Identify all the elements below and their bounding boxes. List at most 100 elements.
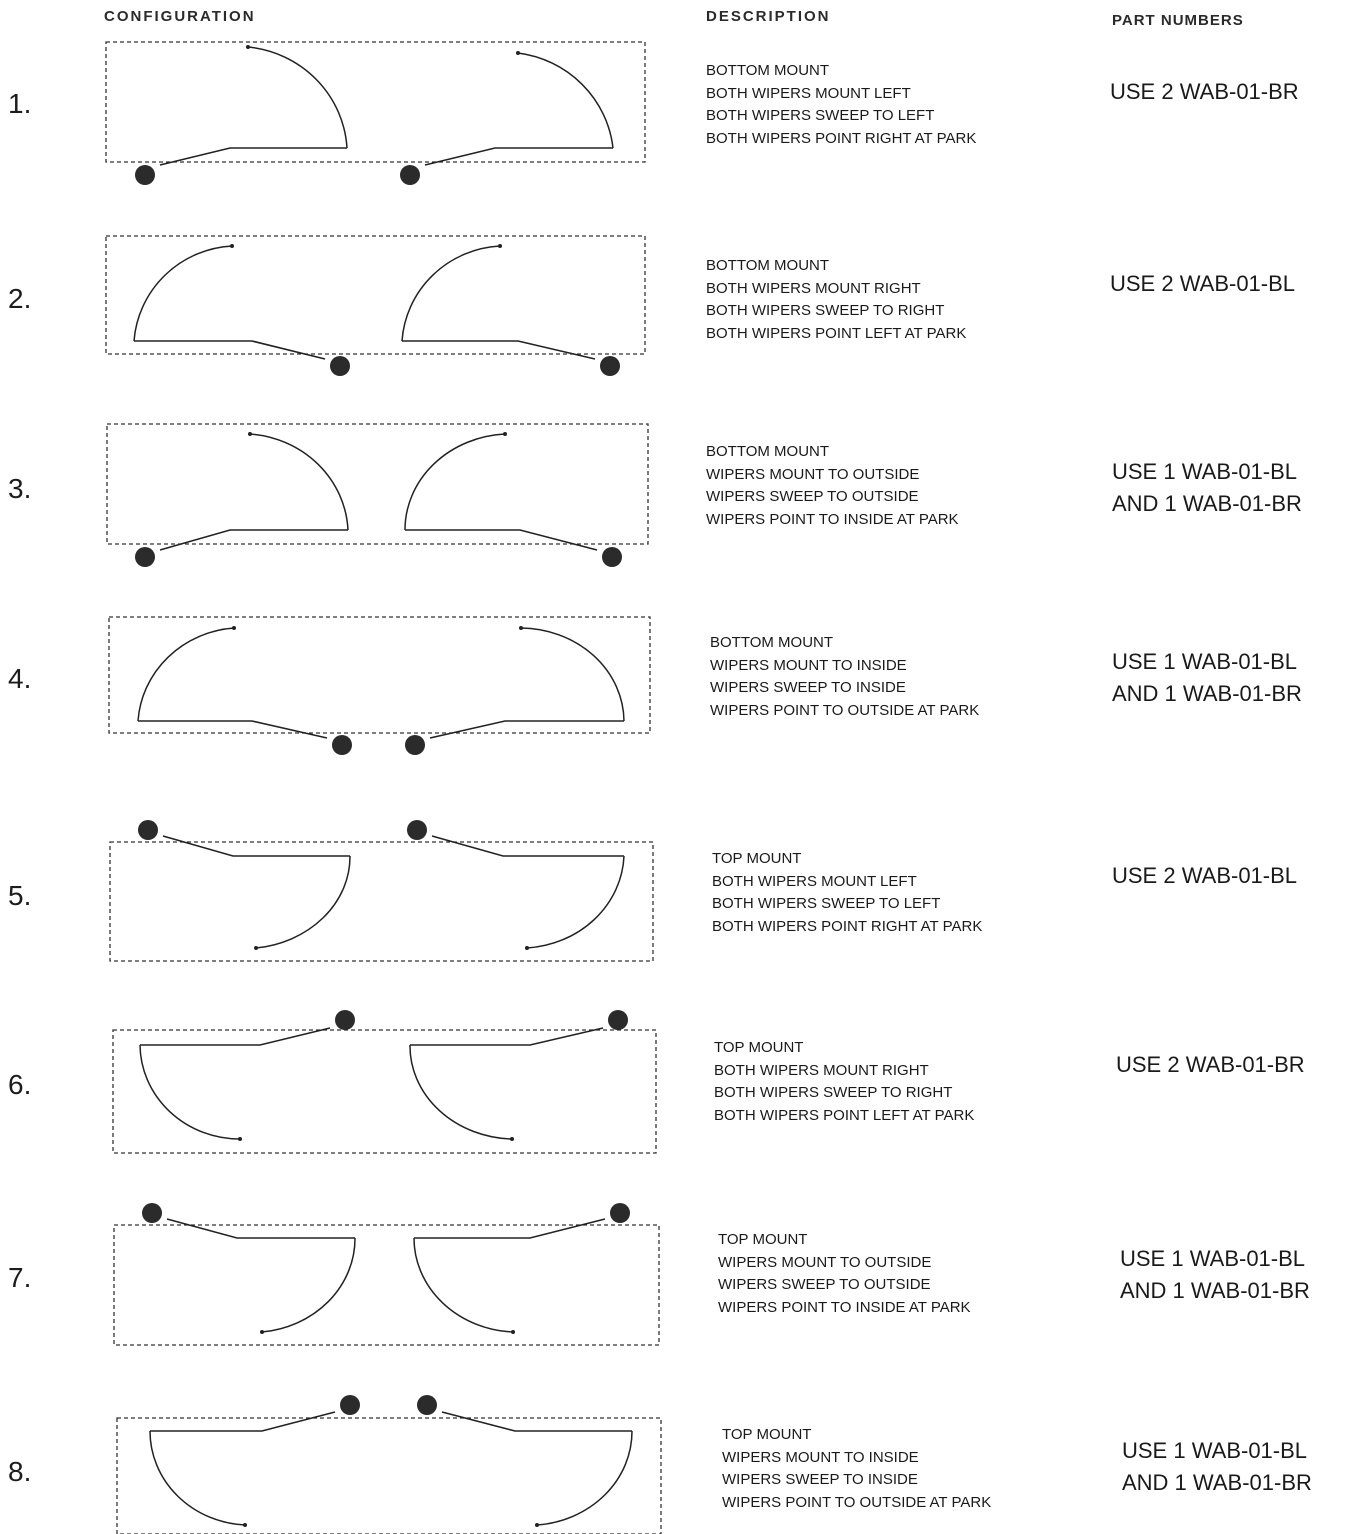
sweep-end-dot-left <box>243 1523 247 1527</box>
windshield-outline <box>112 1029 657 1154</box>
wiper-arm-right <box>405 529 598 551</box>
sweep-end-dot-right <box>503 432 507 436</box>
row-part-numbers: USE 2 WAB-01-BR <box>1110 76 1299 108</box>
row-description: BOTTOM MOUNT WIPERS MOUNT TO INSIDE WIPERS… <box>710 632 979 722</box>
configuration-1-drawing <box>105 41 646 185</box>
part-number-line: USE 2 WAB-01-BL <box>1110 271 1296 296</box>
wiper-arm-left <box>150 1411 336 1432</box>
wiper-arm-left <box>159 147 347 166</box>
description-line: BOTTOM MOUNT <box>706 443 830 460</box>
row-part-numbers: USE 1 WAB-01-BL AND 1 WAB-01-BR <box>1112 646 1302 710</box>
wiper-sweep-arc-right <box>517 52 614 149</box>
row-number: 1. <box>8 88 32 119</box>
sweep-end-dot-right <box>535 1523 539 1527</box>
wiper-sweep-arc-right <box>404 433 506 531</box>
configuration-header: CONFIGURATION <box>104 8 256 25</box>
wiper-pivot-left <box>135 547 155 567</box>
wiper-pivot-right <box>608 1010 628 1030</box>
sweep-end-dot-left <box>246 45 250 49</box>
description-line: BOTH WIPERS SWEEP TO RIGHT <box>714 1084 953 1101</box>
description-line: BOTH WIPERS MOUNT RIGHT <box>706 279 921 297</box>
configuration-2-drawing <box>105 235 646 376</box>
sweep-end-dot-right <box>516 51 520 55</box>
sweep-end-dot-right <box>525 946 529 950</box>
description-line: WIPERS MOUNT TO INSIDE <box>722 1448 919 1466</box>
description-line: TOP MOUNT <box>718 1231 808 1248</box>
part-number-line: USE 1 WAB-01-BL <box>1112 649 1298 674</box>
wiper-arm-left <box>166 1218 355 1239</box>
wiper-pivot-left <box>332 735 352 755</box>
wiper-pivot-left <box>142 1203 162 1223</box>
description-line: BOTH WIPERS POINT RIGHT AT PARK <box>706 129 977 147</box>
row-number: 2. <box>8 283 32 314</box>
sweep-end-dot-left <box>248 432 252 436</box>
wiper-sweep-arc-left <box>137 627 235 722</box>
row-number: 4. <box>8 663 32 694</box>
wiper-arm-left <box>162 835 350 857</box>
wiper-pivot-left <box>330 356 350 376</box>
wiper-pivot-right <box>602 547 622 567</box>
description-line: BOTH WIPERS MOUNT RIGHT <box>714 1061 929 1079</box>
row-description: TOP MOUNT BOTH WIPERS MOUNT LEFT BOTH WIPE… <box>712 848 982 938</box>
wiper-arm-right <box>429 720 624 739</box>
description-line: BOTTOM MOUNT <box>710 634 834 651</box>
wiper-pivot-right <box>400 165 420 185</box>
part-number-line: USE 2 WAB-01-BR <box>1110 79 1299 104</box>
sweep-end-dot-left <box>230 244 234 248</box>
description-line: WIPERS MOUNT TO OUTSIDE <box>718 1253 932 1271</box>
part-number-line: USE 1 WAB-01-BL <box>1120 1246 1306 1271</box>
description-line: TOP MOUNT <box>714 1039 804 1056</box>
description-line: BOTH WIPERS POINT RIGHT AT PARK <box>712 917 983 935</box>
wiper-sweep-arc-right <box>401 245 501 342</box>
wiper-sweep-arc-left <box>249 433 349 531</box>
sweep-end-dot-right <box>510 1137 514 1141</box>
configuration-8-drawing <box>116 1395 662 1534</box>
wiper-arm-right <box>410 1027 604 1046</box>
row-description: TOP MOUNT BOTH WIPERS MOUNT RIGHT BOTH WIP… <box>714 1037 974 1127</box>
part-numbers-header: PART NUMBERS <box>1112 12 1244 29</box>
description-line: BOTH WIPERS SWEEP TO LEFT <box>706 107 935 124</box>
description-line: TOP MOUNT <box>722 1426 812 1443</box>
row-part-numbers: USE 2 WAB-01-BR <box>1116 1049 1305 1081</box>
wiper-sweep-arc-right <box>520 627 625 722</box>
windshield-outline <box>105 235 646 355</box>
part-number-line: AND 1 WAB-01-BR <box>1120 1278 1310 1303</box>
wiper-sweep-arc-left <box>261 1237 356 1333</box>
description-line: BOTH WIPERS SWEEP TO LEFT <box>712 895 941 912</box>
row-number: 8. <box>8 1456 32 1487</box>
description-line: WIPERS SWEEP TO OUTSIDE <box>706 488 919 505</box>
part-number-line: USE 1 WAB-01-BL <box>1112 459 1298 484</box>
sweep-end-dot-right <box>498 244 502 248</box>
wiper-arm-right <box>424 147 613 166</box>
wiper-arm-left <box>138 720 328 739</box>
wiper-arm-left <box>159 529 348 551</box>
description-line: WIPERS POINT TO INSIDE AT PARK <box>706 510 959 528</box>
wiper-sweep-arc-right <box>536 1430 633 1526</box>
configuration-6-drawing <box>112 1010 657 1154</box>
windshield-outline <box>106 423 649 545</box>
windshield-outline <box>108 616 651 734</box>
part-number-line: AND 1 WAB-01-BR <box>1112 681 1302 706</box>
row-description: TOP MOUNT WIPERS MOUNT TO INSIDE WIPERS SW… <box>722 1424 991 1514</box>
row-part-numbers: USE 1 WAB-01-BL AND 1 WAB-01-BR <box>1122 1435 1312 1499</box>
description-line: WIPERS SWEEP TO INSIDE <box>722 1471 918 1488</box>
wiper-pivot-left <box>135 165 155 185</box>
configuration-3-drawing <box>106 423 649 567</box>
wiper-sweep-arc-left <box>139 1044 241 1140</box>
description-line: BOTH WIPERS POINT LEFT AT PARK <box>714 1106 975 1124</box>
description-line: BOTH WIPERS POINT LEFT AT PARK <box>706 324 967 342</box>
wiper-sweep-arc-left <box>247 46 348 149</box>
sweep-end-dot-right <box>519 626 523 630</box>
sweep-end-dot-left <box>238 1137 242 1141</box>
wiper-arm-right <box>441 1411 632 1432</box>
description-header: DESCRIPTION <box>706 8 831 25</box>
sweep-end-dot-left <box>254 946 258 950</box>
description-line: WIPERS POINT TO INSIDE AT PARK <box>718 1298 971 1316</box>
description-line: WIPERS SWEEP TO INSIDE <box>710 679 906 696</box>
row-number: 3. <box>8 473 32 504</box>
description-line: WIPERS POINT TO OUTSIDE AT PARK <box>722 1493 992 1511</box>
row-part-numbers: USE 1 WAB-01-BL AND 1 WAB-01-BR <box>1120 1243 1310 1307</box>
wiper-pivot-right <box>407 820 427 840</box>
part-number-line: AND 1 WAB-01-BR <box>1122 1470 1312 1495</box>
